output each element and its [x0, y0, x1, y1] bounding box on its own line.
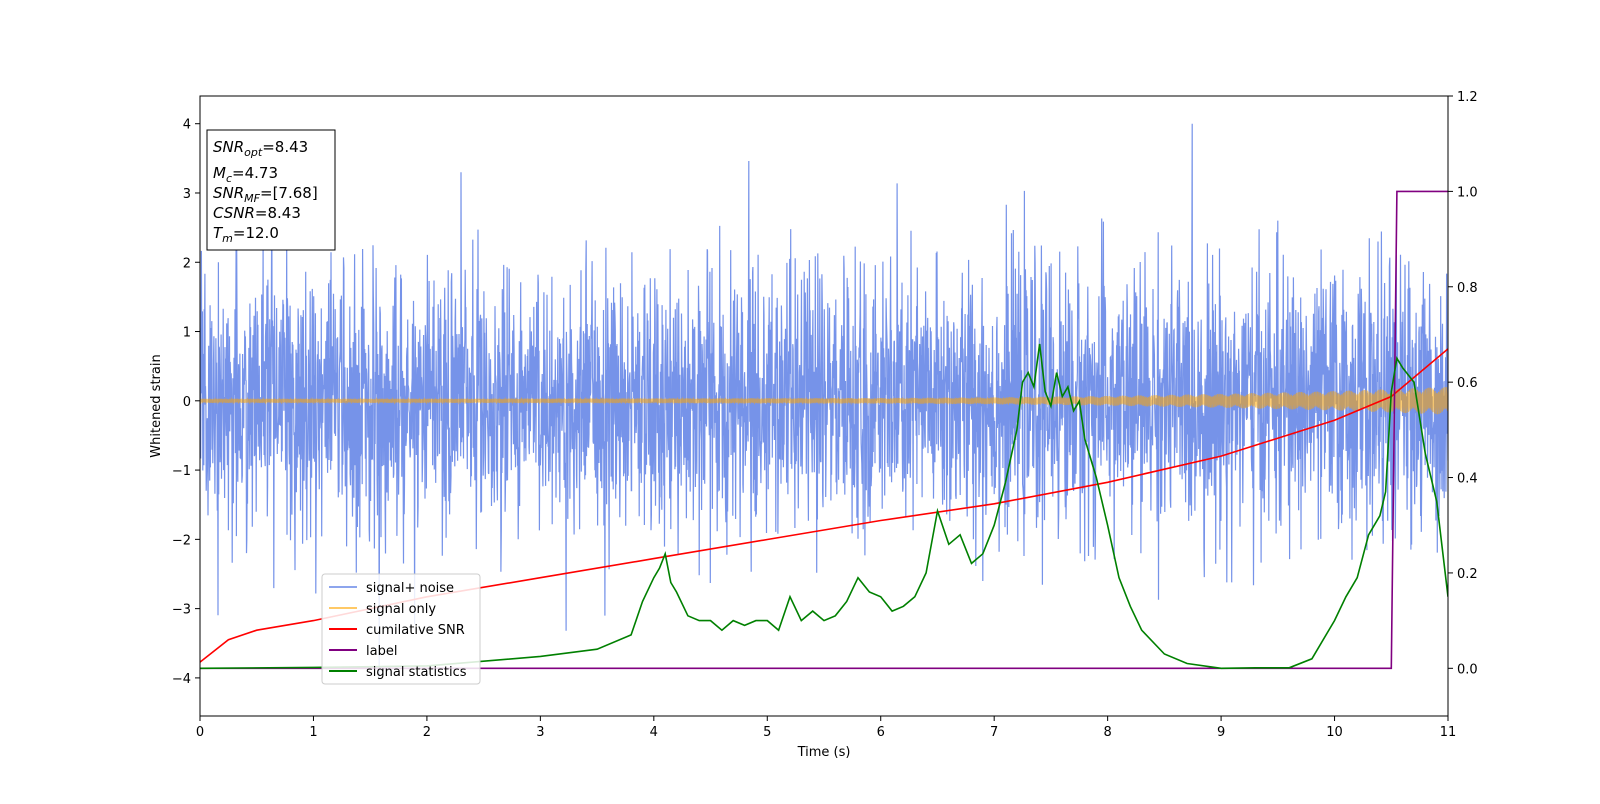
series-cumulative-snr [200, 348, 1448, 663]
y2-tick-label: 0.8 [1457, 281, 1478, 296]
annotation-line: SNRMF=[7.68] [213, 184, 318, 205]
y2-tick-label: 0.6 [1457, 376, 1478, 391]
x-tick-label: 9 [1217, 725, 1225, 740]
legend: signal+ noise signal only cumilative SNR la… [321, 573, 481, 685]
series-label [200, 190, 1448, 670]
legend-entry: cumilative SNR [366, 623, 465, 638]
legend-entry: signal statistics [366, 665, 467, 680]
x-axis-label: Time (s) [797, 745, 851, 760]
x-tick-label: 6 [877, 725, 885, 740]
x-tick-label: 2 [423, 725, 431, 740]
x-tick-label: 5 [763, 725, 771, 740]
x-axis: 0 1 2 3 4 5 6 7 8 9 10 11 [196, 716, 1456, 740]
x-tick-label: 8 [1103, 725, 1111, 740]
annotation-line: SNRopt=8.43 [213, 138, 308, 159]
y-tick-label: −4 [172, 672, 191, 687]
y-tick-label: 4 [183, 118, 191, 133]
y2-tick-label: 0.2 [1457, 567, 1478, 582]
series-signal-statistics [200, 343, 1448, 670]
y2-tick-label: 1.0 [1457, 185, 1478, 200]
y2-tick-label: 0.4 [1457, 472, 1478, 487]
series-signal-noise [200, 123, 1448, 678]
x-tick-label: 0 [196, 725, 204, 740]
annotation-line: Mc=4.73 [213, 164, 278, 185]
legend-entry: signal+ noise [366, 581, 454, 596]
y2-tick-label: 1.2 [1457, 90, 1478, 105]
y-axis-label: Whitened strain [149, 354, 164, 457]
annotation-line: CSNR=8.43 [213, 204, 301, 222]
annotation-box-frame [206, 129, 336, 251]
y-tick-label: −2 [172, 533, 191, 548]
y-tick-label: −3 [172, 603, 191, 618]
x-tick-label: 3 [536, 725, 544, 740]
plot-area [200, 123, 1448, 678]
x-tick-label: 10 [1326, 725, 1343, 740]
legend-entry: label [366, 644, 397, 659]
y-tick-label: 2 [183, 256, 191, 271]
series-signal-only [200, 387, 1448, 415]
x-tick-label: 1 [309, 725, 317, 740]
y2-tick-label: 0.0 [1457, 662, 1478, 677]
x-tick-label: 4 [650, 725, 658, 740]
x-tick-label: 7 [990, 725, 998, 740]
y-tick-label: 3 [183, 187, 191, 202]
y-tick-label: −1 [172, 464, 191, 479]
y-tick-label: 1 [183, 326, 191, 341]
y-axis-right: 0.0 0.2 0.4 0.6 0.8 1.0 1.2 [1448, 90, 1478, 677]
legend-entry: signal only [366, 602, 436, 617]
x-tick-label: 11 [1440, 725, 1457, 740]
axes-frame [199, 95, 1449, 717]
annotation-line: Tm=12.0 [213, 224, 279, 245]
y-tick-label: 0 [183, 395, 191, 410]
y-axis-left: 4 3 2 1 0 −1 −2 −3 −4 [172, 118, 200, 687]
legend-frame [321, 573, 481, 685]
